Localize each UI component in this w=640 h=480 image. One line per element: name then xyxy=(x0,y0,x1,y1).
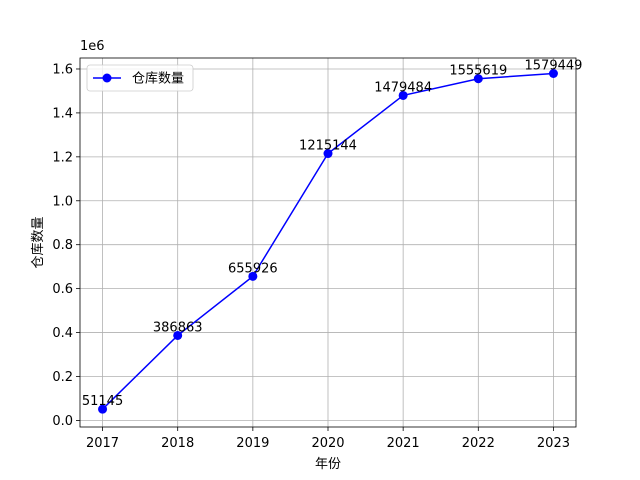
legend-marker xyxy=(102,73,112,83)
y-offset-text: 1e6 xyxy=(80,39,105,54)
data-labels: 51145 386863 655926 1215144 1479484 1555619 15… xyxy=(82,58,583,409)
data-point xyxy=(248,271,258,281)
y-tick-label: 1.4 xyxy=(52,106,73,121)
data-label: 1479484 xyxy=(374,80,432,95)
legend: 仓库数量 xyxy=(86,64,194,92)
data-point xyxy=(548,68,558,78)
data-label: 655926 xyxy=(228,261,278,276)
x-axis: 2017 2018 2019 2020 2021 2022 2023 xyxy=(86,427,570,451)
data-label: 1215144 xyxy=(299,139,357,154)
data-label: 1555619 xyxy=(449,64,507,79)
y-tick-label: 0.8 xyxy=(52,238,73,253)
y-axis: 0.0 0.2 0.4 0.6 0.8 1.0 1.2 1.4 1.6 xyxy=(52,62,80,429)
x-tick-label: 2021 xyxy=(387,436,420,451)
x-tick-label: 2019 xyxy=(236,436,269,451)
y-tick-label: 0.2 xyxy=(52,370,73,385)
data-label: 386863 xyxy=(153,320,203,335)
y-tick-label: 0.6 xyxy=(52,282,73,297)
data-label: 1579449 xyxy=(525,58,583,73)
y-tick-label: 0.0 xyxy=(52,414,73,429)
legend-entry-label: 仓库数量 xyxy=(132,71,184,87)
y-tick-label: 1.6 xyxy=(52,62,73,77)
x-tick-label: 2023 xyxy=(537,436,570,451)
x-tick-label: 2017 xyxy=(86,436,119,451)
data-point xyxy=(98,404,108,414)
y-tick-label: 0.4 xyxy=(52,326,73,341)
grid-layer xyxy=(80,58,576,427)
y-tick-label: 1.0 xyxy=(52,194,73,209)
data-point xyxy=(173,330,183,340)
x-tick-label: 2022 xyxy=(462,436,495,451)
series-layer xyxy=(98,68,558,414)
y-tick-label: 1.2 xyxy=(52,150,73,165)
data-point xyxy=(398,90,408,100)
data-point xyxy=(323,149,333,159)
x-axis-label: 年份 xyxy=(315,457,341,472)
x-tick-label: 2018 xyxy=(161,436,194,451)
legend-box xyxy=(86,64,194,92)
data-point xyxy=(473,74,483,84)
x-tick-label: 2020 xyxy=(311,436,344,451)
y-axis-label: 仓库数量 xyxy=(30,216,46,268)
data-label: 51145 xyxy=(82,394,123,409)
